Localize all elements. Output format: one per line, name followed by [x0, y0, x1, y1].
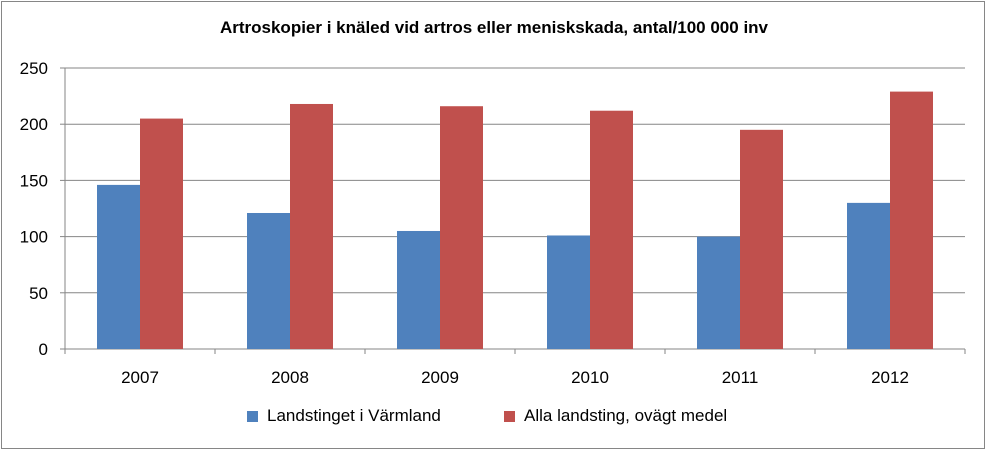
y-tick-label: 100	[20, 228, 48, 247]
legend-swatch-series-1	[247, 410, 258, 422]
y-tick-label: 0	[39, 340, 48, 359]
bar-series-1-2010	[547, 235, 590, 349]
x-tick-label: 2007	[121, 368, 159, 387]
x-tick-label: 2008	[271, 368, 309, 387]
legend: Landstinget i Värmland Alla landsting, o…	[0, 406, 988, 430]
bar-series-2-2010	[590, 110, 633, 349]
bar-series-2-2011	[740, 129, 783, 349]
chart-title: Artroskopier i knäled vid artros eller m…	[219, 18, 769, 37]
bar-series-1-2009	[397, 230, 440, 349]
y-tick-label: 150	[20, 171, 48, 190]
bar-series-2-2009	[440, 106, 483, 349]
bar-series-1-2011	[697, 236, 740, 349]
legend-swatch-series-2	[504, 410, 515, 422]
y-tick-label: 50	[29, 284, 48, 303]
y-tick-label: 200	[20, 115, 48, 134]
bar-series-2-2007	[140, 118, 183, 349]
bar-series-2-2008	[290, 103, 333, 349]
legend-item-series-2: Alla landsting, ovägt medel	[504, 406, 727, 426]
legend-label-series-1: Landstinget i Värmland	[267, 406, 441, 425]
bar-series-1-2012	[847, 202, 890, 349]
x-tick-label: 2011	[722, 368, 759, 387]
y-tick-label: 250	[20, 59, 48, 78]
bar-series-2-2012	[890, 91, 933, 349]
legend-item-series-1: Landstinget i Värmland	[247, 406, 441, 426]
x-tick-label: 2010	[571, 368, 609, 387]
legend-label-series-2: Alla landsting, ovägt medel	[524, 406, 728, 425]
bar-series-1-2007	[97, 184, 140, 349]
x-tick-label: 2009	[421, 368, 459, 387]
x-tick-label: 2012	[871, 368, 909, 387]
bar-series-1-2008	[247, 212, 290, 349]
